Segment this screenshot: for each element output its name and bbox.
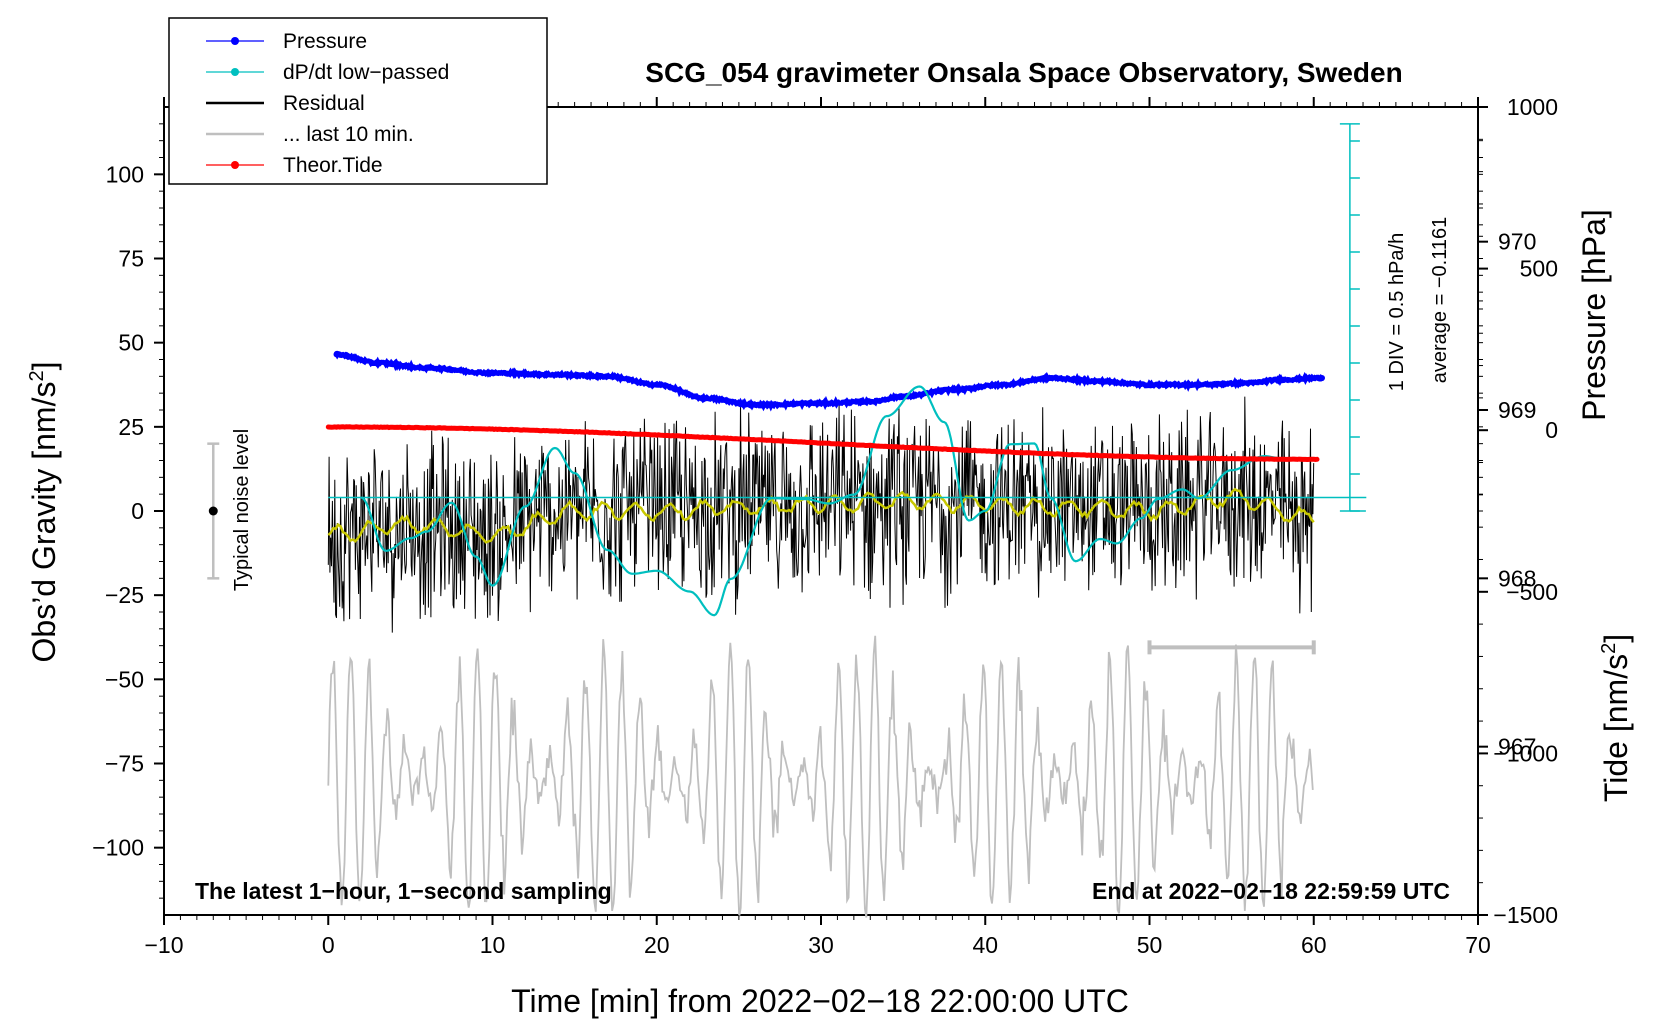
dpdt-line [360, 385, 1280, 617]
pressure-tick-label: 969 [1498, 397, 1536, 423]
x-tick-label: 0 [322, 932, 335, 958]
tide-tick-label: 500 [1520, 256, 1558, 282]
x-tick-label: −10 [144, 932, 183, 958]
residual-series [327, 396, 1315, 633]
tide-tick-label: −500 [1506, 579, 1558, 605]
chart-title: SCG_054 gravimeter Onsala Space Observat… [645, 57, 1402, 88]
dpdt-scale-label: 1 DIV = 0.5 hPa/h [1386, 233, 1408, 391]
x-tick-label: 40 [972, 932, 998, 958]
gravity-tick-label: 0 [131, 498, 144, 524]
pressure-point [333, 351, 340, 358]
pressure-point [1245, 380, 1251, 387]
pressure-point [1146, 381, 1153, 388]
gravity-tick-label: 75 [118, 246, 144, 272]
annotations [207, 442, 1316, 655]
gravity-tick-label: 50 [118, 330, 144, 356]
x-tick-label: 60 [1301, 932, 1327, 958]
legend-box [168, 17, 548, 185]
x-tick-label: 30 [808, 932, 834, 958]
pressure-point [818, 400, 824, 407]
x-tick-label: 20 [644, 932, 670, 958]
legend-label-0: Pressure [283, 30, 367, 53]
legend-label-4: Theor.Tide [283, 154, 383, 177]
pressure-point [949, 386, 956, 393]
pressure-tick-label: 970 [1498, 229, 1536, 255]
gravity-tick-label: 25 [118, 414, 144, 440]
last10-series [327, 635, 1314, 918]
theor-tide-line [325, 424, 1320, 463]
x-tick-label: 50 [1137, 932, 1163, 958]
legend-label-2: Residual [283, 92, 365, 115]
noise-dot [208, 506, 218, 516]
last10-line [327, 635, 1314, 918]
theor-tide-series [325, 424, 1320, 463]
pressure-point [1195, 381, 1202, 388]
footer-right: End at 2022−02−18 22:59:59 UTC [1092, 878, 1450, 904]
y-axis-label-gravity: Obs’d Gravity [nm/s2] [26, 362, 62, 663]
dpdt-average-label: average = −0.1161 [1429, 217, 1451, 383]
legend-marker-1 [231, 68, 239, 76]
y-axis-label-tide-close: ] [1598, 634, 1634, 643]
pressure-series [333, 350, 1325, 412]
pressure-point [1048, 375, 1054, 381]
pressure-tick-label: 967 [1498, 734, 1536, 760]
gravity-tick-label: −25 [105, 582, 144, 608]
legend: Pressure dP/dt low−passed Residual ... last… [168, 17, 548, 185]
tide-tick-label: 0 [1545, 417, 1558, 443]
pressure-point [867, 398, 874, 405]
pressure-point [703, 395, 709, 402]
pressure-line [334, 350, 1325, 412]
legend-label-3: ... last 10 min. [283, 123, 414, 146]
pressure-point [1319, 375, 1325, 381]
pressure-point [752, 401, 759, 408]
x-axis-label: Time [min] from 2022−02−18 22:00:00 UTC [511, 983, 1129, 1019]
pressure-point [489, 370, 496, 376]
residual-line [327, 396, 1315, 633]
x-tick-label: 70 [1465, 932, 1491, 958]
tide-tick-label: −1000 [1493, 740, 1558, 766]
pressure-point [604, 373, 611, 380]
pressure-tick-label: 968 [1498, 565, 1536, 591]
residual-smoothed-series [327, 487, 1315, 544]
pressure-point [998, 381, 1005, 388]
y-axis-label-gravity-close: ] [26, 362, 62, 371]
tide-tick-label: −1500 [1493, 902, 1558, 928]
residual-smoothed-line [327, 487, 1315, 544]
pressure-point [423, 364, 430, 371]
gravity-tick-label: 100 [106, 161, 144, 187]
footer-left: The latest 1−hour, 1−second sampling [195, 878, 612, 904]
gravity-tick-label: −100 [92, 835, 144, 861]
pressure-point [1277, 376, 1284, 383]
gravity-tick-label: −75 [105, 751, 144, 777]
pressure-point [374, 359, 381, 366]
legend-marker-0 [231, 37, 239, 45]
tide-tick-label: 1000 [1507, 94, 1558, 120]
y-axis-label-pressure: Pressure [hPa] [1576, 209, 1612, 421]
noise-level-label: Typical noise level [231, 429, 253, 591]
y-axis-label-tide: Tide [nm/s2] [1598, 634, 1634, 802]
y-axis-label-gravity-sup: 2 [26, 370, 48, 381]
pressure-point [653, 381, 660, 388]
gravity-tick-label: −50 [105, 666, 144, 692]
pressure-point [555, 371, 562, 378]
legend-marker-4 [231, 161, 239, 169]
pressure-point [1097, 378, 1104, 385]
dpdt-series [328, 123, 1367, 617]
legend-label-1: dP/dt low−passed [283, 61, 449, 84]
x-tick-label: 10 [480, 932, 506, 958]
axes: −10 0 10 20 30 40 50 60 70−100−75−50−25025507510… [92, 94, 1558, 958]
y-axis-label-tide-sup: 2 [1598, 643, 1620, 654]
